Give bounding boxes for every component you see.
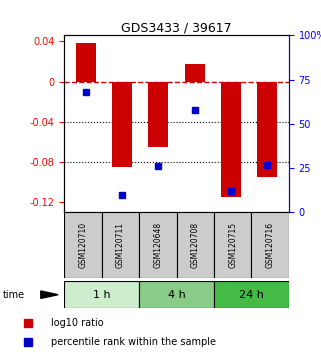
Bar bbox=[257, 82, 277, 177]
Bar bbox=[221, 82, 241, 197]
Text: GSM120716: GSM120716 bbox=[266, 222, 275, 268]
Bar bbox=[185, 64, 205, 82]
Bar bbox=[76, 44, 96, 82]
Text: GSM120648: GSM120648 bbox=[153, 222, 162, 268]
Bar bbox=[139, 212, 177, 278]
Bar bbox=[214, 212, 251, 278]
Bar bbox=[214, 281, 289, 308]
Bar bbox=[64, 281, 139, 308]
Text: GSM120708: GSM120708 bbox=[191, 222, 200, 268]
Bar bbox=[251, 212, 289, 278]
Text: 4 h: 4 h bbox=[168, 290, 186, 300]
Text: percentile rank within the sample: percentile rank within the sample bbox=[51, 337, 216, 348]
Bar bbox=[64, 212, 102, 278]
Text: log10 ratio: log10 ratio bbox=[51, 318, 103, 328]
Bar bbox=[112, 82, 132, 167]
Bar bbox=[139, 281, 214, 308]
Text: GSM120715: GSM120715 bbox=[228, 222, 237, 268]
Title: GDS3433 / 39617: GDS3433 / 39617 bbox=[121, 21, 232, 34]
Bar bbox=[148, 82, 169, 147]
Text: GSM120711: GSM120711 bbox=[116, 222, 125, 268]
Text: 24 h: 24 h bbox=[239, 290, 264, 300]
Bar bbox=[177, 212, 214, 278]
Text: 1 h: 1 h bbox=[93, 290, 110, 300]
Text: time: time bbox=[3, 290, 25, 300]
Bar bbox=[102, 212, 139, 278]
Text: GSM120710: GSM120710 bbox=[78, 222, 87, 268]
Polygon shape bbox=[41, 291, 58, 298]
